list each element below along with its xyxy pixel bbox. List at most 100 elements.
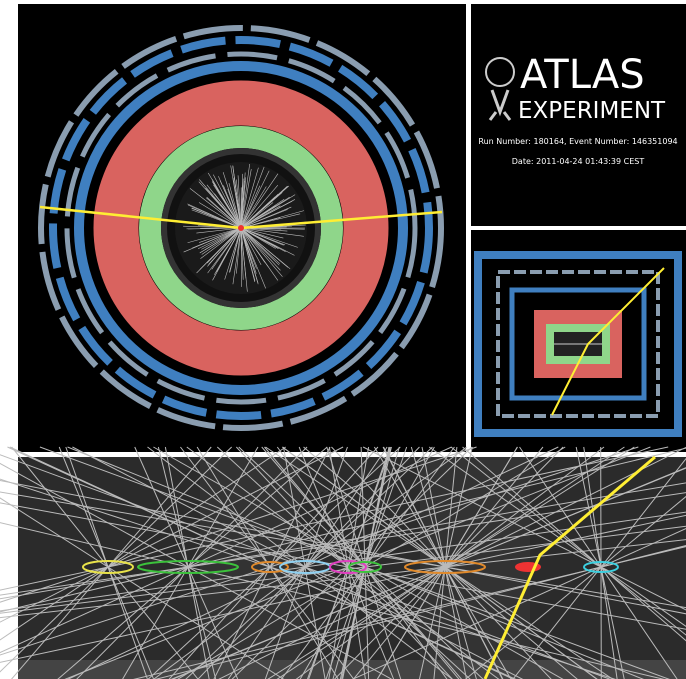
track <box>240 196 290 229</box>
vertices <box>82 560 619 574</box>
vertex-ellipse <box>82 560 134 574</box>
track <box>240 227 279 281</box>
track <box>240 227 281 271</box>
track <box>197 446 420 679</box>
track <box>232 165 242 229</box>
track <box>207 227 242 267</box>
track <box>222 172 242 229</box>
logo-subtitle: EXPERIMENT <box>518 98 666 124</box>
vertex-ellipse <box>329 560 367 574</box>
vertex <box>238 225 244 231</box>
track <box>240 167 259 229</box>
track <box>240 227 304 237</box>
muon-ring-inner <box>64 51 418 405</box>
track <box>240 205 281 229</box>
end-view <box>38 25 444 431</box>
track <box>240 166 265 229</box>
track <box>192 227 242 249</box>
vertex-ellipse <box>251 561 289 573</box>
em-calorimeter <box>139 126 343 330</box>
track <box>201 227 242 255</box>
track <box>197 227 242 249</box>
track <box>236 179 242 229</box>
track <box>240 170 270 229</box>
track <box>240 227 257 269</box>
muon-box <box>474 251 682 437</box>
track <box>201 227 242 250</box>
track <box>164 446 210 679</box>
vertex-ellipse <box>137 560 239 574</box>
track <box>240 227 276 249</box>
track <box>232 227 242 285</box>
track <box>187 227 242 244</box>
track <box>240 227 256 283</box>
track <box>240 227 259 284</box>
track <box>240 227 284 246</box>
vertex-ellipse <box>404 560 486 574</box>
track <box>240 213 301 229</box>
track <box>240 227 262 266</box>
track <box>240 184 279 229</box>
vertex-ellipse <box>348 561 382 573</box>
track <box>187 203 242 229</box>
tile-box <box>509 287 647 401</box>
track <box>198 181 242 229</box>
muon-ring-outer <box>38 25 444 431</box>
tile-calorimeter-edge <box>74 61 408 395</box>
track <box>214 193 242 229</box>
track <box>240 227 244 280</box>
track <box>199 227 242 243</box>
track <box>216 227 242 273</box>
track <box>575 446 625 679</box>
date-info: Date: 2011-04-24 01:43:39 CEST <box>512 157 645 166</box>
track <box>0 446 233 673</box>
track <box>228 182 242 229</box>
track <box>240 163 250 229</box>
track <box>213 174 242 229</box>
track <box>240 210 305 229</box>
track <box>240 168 252 229</box>
run-info: Run Number: 180164, Event Number: 146351… <box>478 137 677 146</box>
track <box>240 227 284 239</box>
track <box>240 227 291 270</box>
logo-title: ATLAS <box>520 52 645 98</box>
zoom-muon-track <box>483 455 656 679</box>
track <box>240 227 242 287</box>
track <box>240 227 248 292</box>
track <box>204 227 242 251</box>
vertex-ellipse <box>583 561 619 573</box>
side-muon-track <box>551 267 665 416</box>
track <box>228 227 242 273</box>
track <box>240 227 298 248</box>
track <box>200 227 242 259</box>
track <box>223 185 242 229</box>
track <box>240 227 283 277</box>
track <box>196 227 242 234</box>
side-view <box>474 251 682 437</box>
atlas-logo: ATLAS EXPERIMENT Run Number: 180164, Eve… <box>478 52 677 166</box>
track <box>281 446 598 679</box>
track <box>240 172 246 229</box>
hadronic-calorimeter <box>93 80 389 376</box>
track <box>206 196 242 229</box>
track <box>230 165 242 229</box>
track <box>240 227 281 264</box>
track <box>196 227 242 274</box>
logo-globe <box>485 57 515 87</box>
track <box>211 227 242 270</box>
track <box>212 179 242 229</box>
track <box>191 209 242 229</box>
logo-figure <box>488 89 512 121</box>
track <box>168 446 379 679</box>
inner-tracks <box>183 163 307 292</box>
track <box>198 202 242 229</box>
muon-box-inner <box>496 270 660 418</box>
track <box>236 227 242 274</box>
muon-ring <box>49 36 433 420</box>
track <box>240 186 267 229</box>
track <box>199 179 242 229</box>
track <box>224 227 242 280</box>
track <box>240 227 295 256</box>
